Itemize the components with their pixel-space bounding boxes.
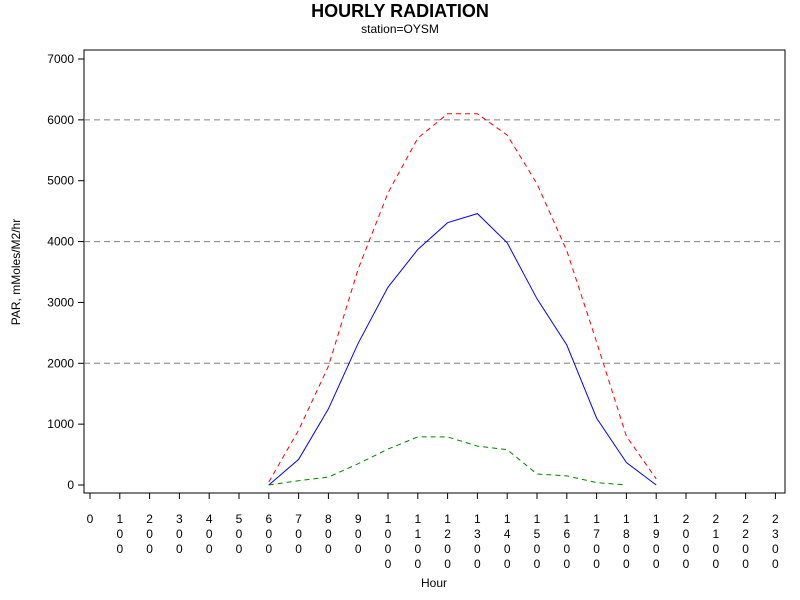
y-axis-label: PAR, mMoles/M2/hr: [9, 219, 23, 325]
series-line-3: [268, 436, 627, 486]
y-tick-label: 5000: [47, 174, 74, 188]
y-tick-label: 3000: [47, 295, 74, 309]
y-tick-label: 0: [67, 478, 74, 492]
chart-title: HOURLY RADIATION: [311, 1, 489, 21]
y-tick-label: 7000: [47, 52, 74, 66]
y-tick-label: 4000: [47, 235, 74, 249]
y-tick-label: 2000: [47, 356, 74, 370]
series-line-2: [268, 113, 657, 483]
plot-frame: [83, 49, 786, 494]
x-axis-label: Hour: [421, 576, 447, 590]
y-tick-label: 6000: [47, 113, 74, 127]
chart-subtitle: station=OYSM: [361, 22, 439, 36]
series-line-1: [268, 213, 657, 486]
x-tick-label: 0: [87, 512, 94, 526]
y-tick-label: 1000: [47, 417, 74, 431]
